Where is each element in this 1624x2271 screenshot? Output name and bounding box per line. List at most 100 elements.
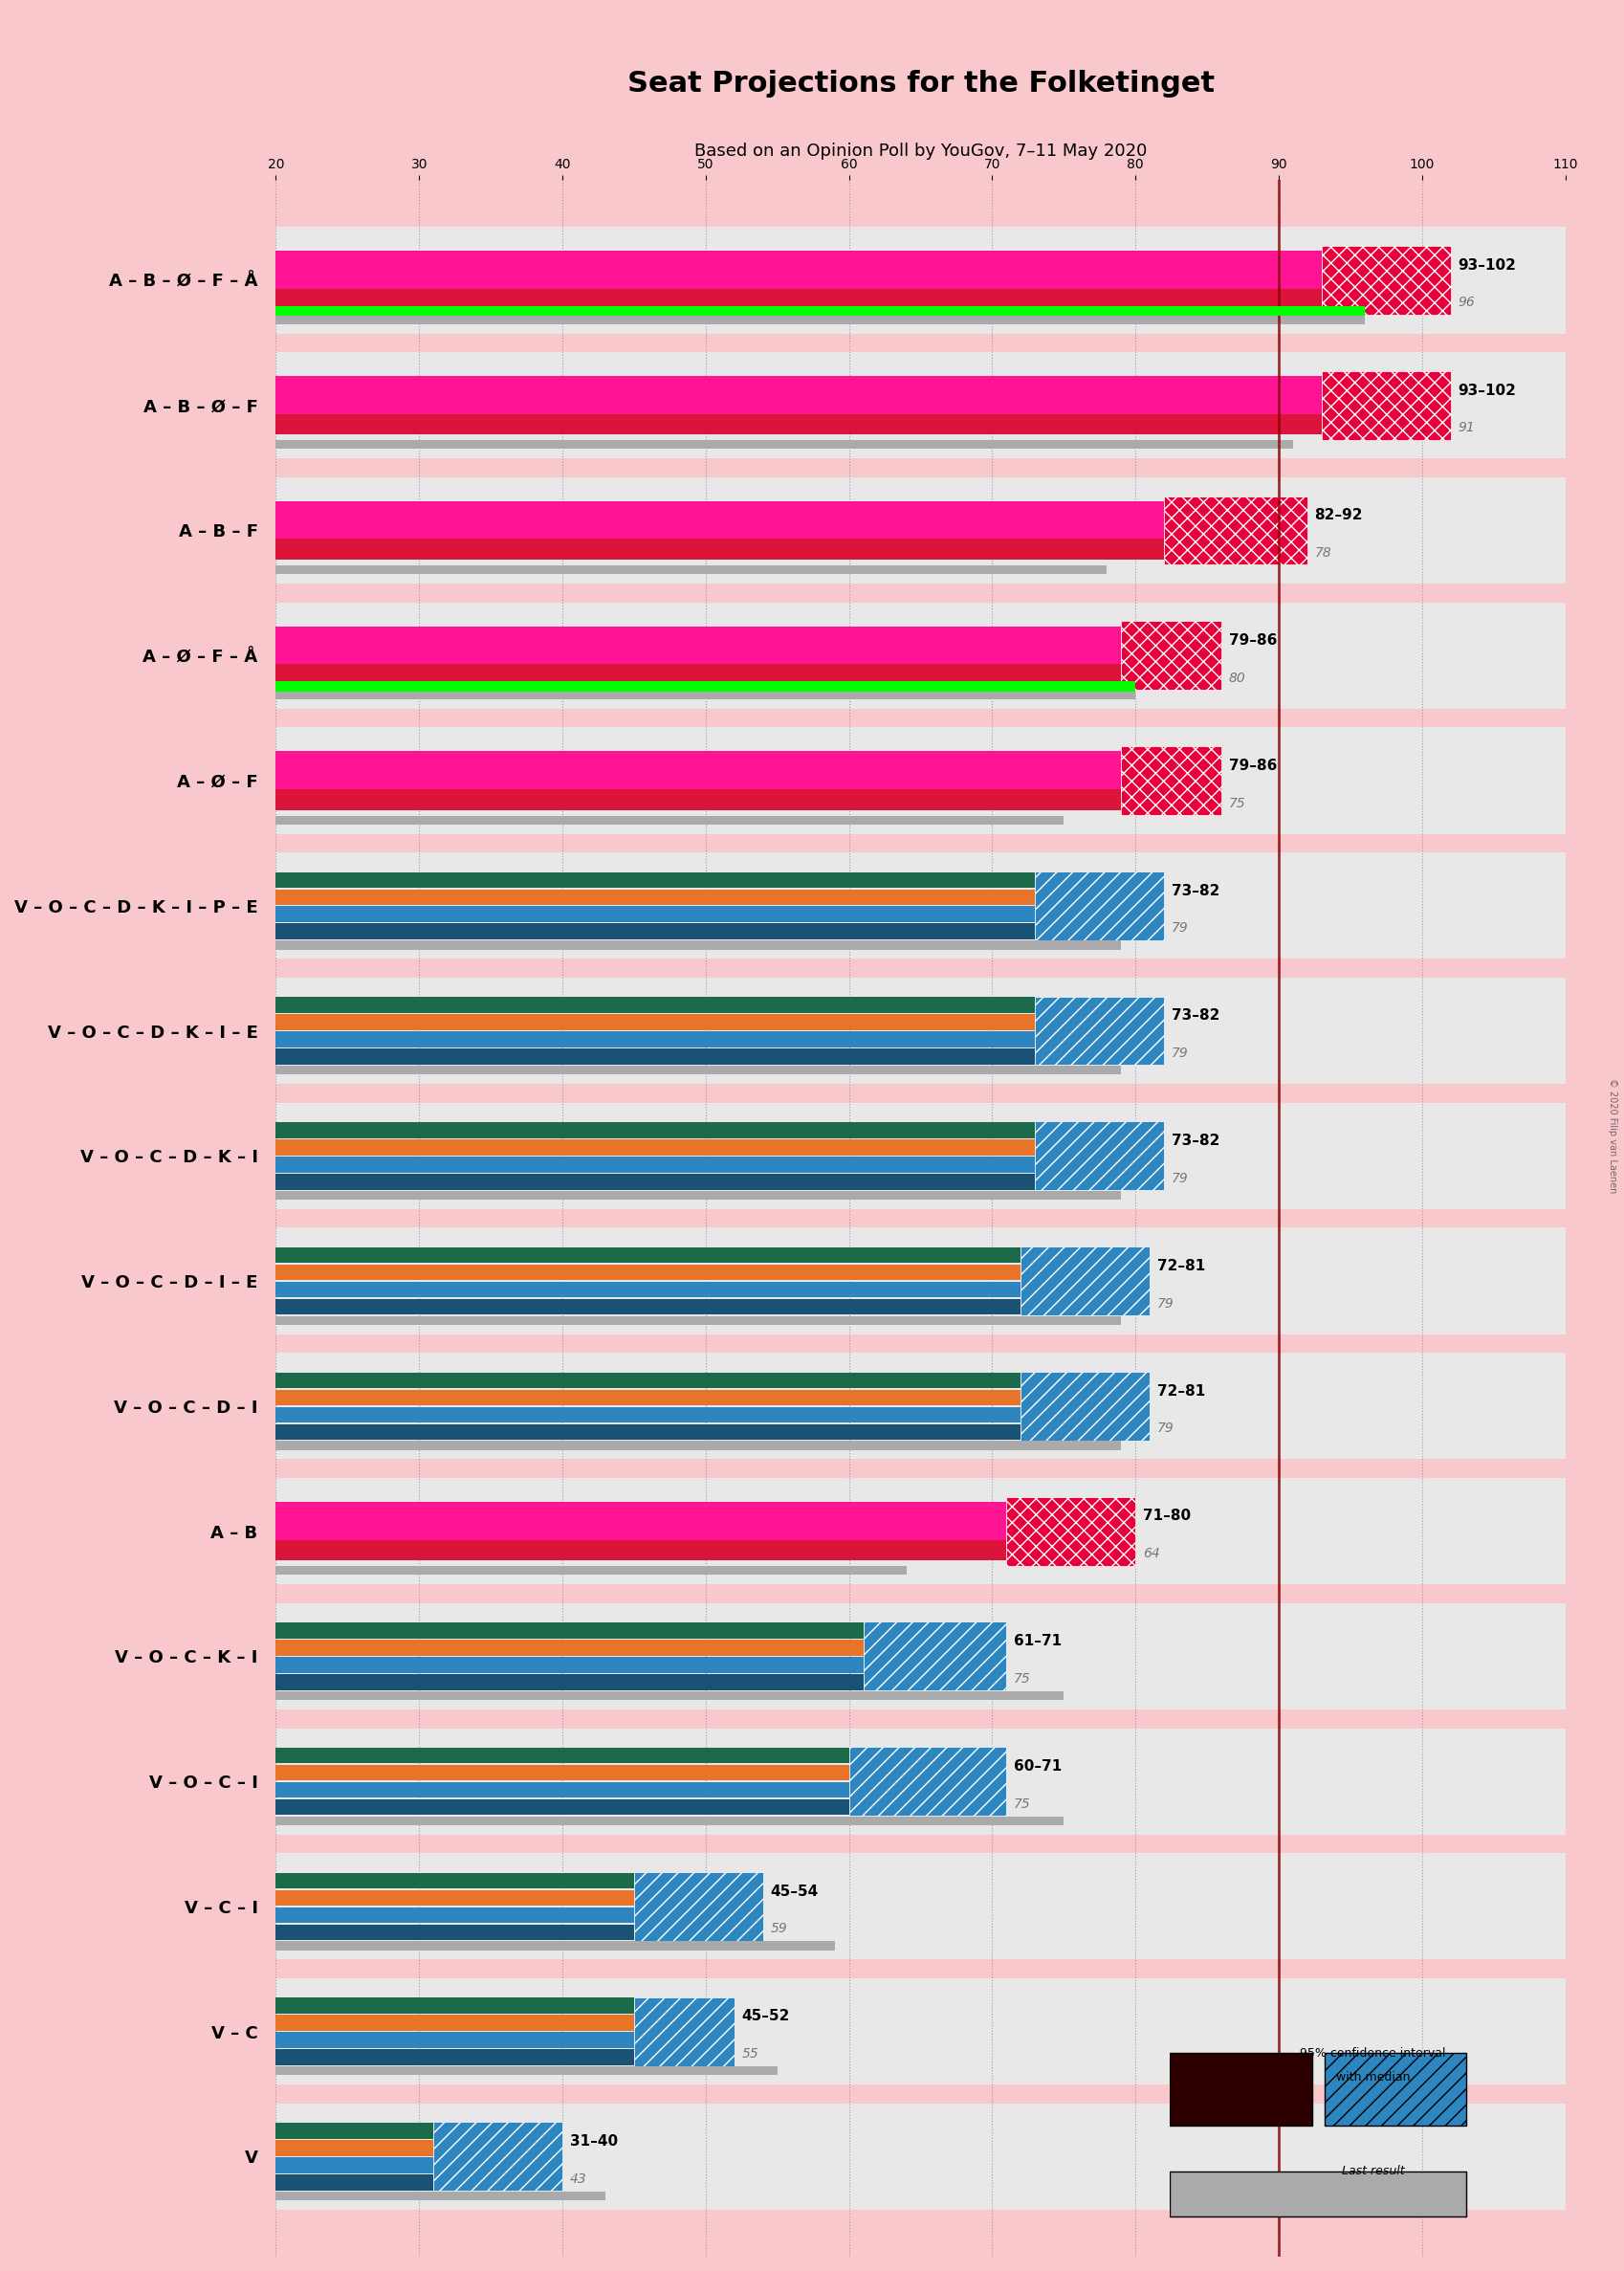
Bar: [276, 1924, 633, 1939]
Bar: [276, 1942, 835, 1951]
Bar: [276, 1603, 1564, 1710]
Bar: [276, 1621, 862, 1637]
Bar: [276, 1783, 848, 1799]
Text: 72–81: 72–81: [1156, 1383, 1205, 1399]
Bar: [276, 273, 1320, 309]
Bar: [276, 565, 1106, 575]
Bar: [276, 690, 1135, 699]
Bar: [276, 1299, 1020, 1315]
Bar: [276, 1424, 1020, 1440]
Text: 61–71: 61–71: [1013, 1635, 1060, 1649]
Bar: [276, 1390, 1020, 1406]
Bar: [276, 815, 1064, 824]
Bar: [276, 924, 1034, 940]
Bar: [276, 1799, 848, 1815]
Bar: [276, 1049, 1034, 1065]
Bar: [276, 1674, 862, 1690]
Bar: [1005, 1497, 1135, 1565]
Bar: [1034, 997, 1163, 1065]
Bar: [276, 977, 1564, 1083]
Text: 73–82: 73–82: [1171, 883, 1220, 897]
Bar: [276, 752, 1121, 790]
Text: 78: 78: [1314, 547, 1332, 559]
Bar: [1320, 370, 1450, 441]
Text: 79: 79: [1171, 922, 1187, 936]
Bar: [1121, 620, 1221, 690]
Text: 75: 75: [1013, 1796, 1030, 1810]
Bar: [276, 1265, 1020, 1281]
Bar: [276, 627, 1121, 663]
Bar: [276, 772, 1121, 811]
Bar: [276, 2067, 776, 2076]
Text: 43: 43: [570, 2173, 586, 2185]
Text: 45–54: 45–54: [770, 1885, 818, 1899]
Bar: [276, 2014, 633, 2030]
Text: 96: 96: [1457, 295, 1475, 309]
Bar: [276, 1728, 1564, 1835]
Bar: [276, 1281, 1020, 1297]
Bar: [276, 2048, 633, 2064]
Bar: [1020, 1372, 1150, 1440]
Text: 73–82: 73–82: [1171, 1008, 1220, 1022]
Bar: [276, 1567, 906, 1574]
Text: 79: 79: [1156, 1422, 1174, 1435]
Bar: [276, 602, 1564, 709]
Bar: [276, 647, 1121, 686]
Bar: [276, 2157, 434, 2173]
Bar: [276, 890, 1034, 906]
Text: Seat Projections for the Folketinget: Seat Projections for the Folketinget: [627, 70, 1213, 98]
Text: 31–40: 31–40: [570, 2135, 617, 2148]
Bar: [276, 1853, 1564, 1960]
Bar: [276, 1315, 1121, 1324]
Text: 79–86: 79–86: [1228, 759, 1276, 772]
Text: 60–71: 60–71: [1013, 1760, 1060, 1774]
Bar: [276, 1522, 1005, 1560]
Text: 79: 79: [1156, 1297, 1174, 1310]
Bar: [1169, 2171, 1466, 2216]
Bar: [276, 522, 1163, 559]
Bar: [1169, 2053, 1311, 2126]
Bar: [276, 1354, 1564, 1460]
Bar: [276, 2173, 434, 2189]
Bar: [276, 1998, 633, 2014]
Bar: [276, 1501, 1005, 1540]
Bar: [276, 940, 1121, 949]
Bar: [276, 1190, 1121, 1199]
Text: 93–102: 93–102: [1457, 259, 1515, 273]
Bar: [1020, 1247, 1150, 1315]
Bar: [276, 252, 1320, 288]
Bar: [276, 227, 1564, 334]
Bar: [276, 1640, 862, 1656]
Text: 80: 80: [1228, 672, 1246, 686]
Bar: [276, 906, 1034, 922]
Bar: [276, 1908, 633, 1924]
Text: 82–92: 82–92: [1314, 509, 1363, 522]
Text: 64: 64: [1142, 1547, 1160, 1560]
Bar: [276, 441, 1293, 450]
Bar: [276, 377, 1320, 413]
Bar: [276, 852, 1564, 958]
Bar: [276, 1442, 1121, 1449]
Bar: [633, 1996, 734, 2067]
Bar: [276, 1140, 1034, 1156]
Text: 79–86: 79–86: [1228, 634, 1276, 647]
Bar: [633, 1871, 763, 1942]
Text: 91: 91: [1457, 420, 1475, 434]
Text: 55: 55: [741, 2048, 758, 2060]
Text: 59: 59: [770, 1921, 786, 1935]
Bar: [276, 1478, 1564, 1585]
Text: Based on an Opinion Poll by YouGov, 7–11 May 2020: Based on an Opinion Poll by YouGov, 7–11…: [693, 143, 1147, 159]
Bar: [276, 1692, 1064, 1701]
Bar: [276, 2033, 633, 2048]
Text: 79: 79: [1171, 1172, 1187, 1185]
Bar: [276, 1247, 1020, 1263]
Bar: [276, 1122, 1034, 1138]
Text: 75: 75: [1013, 1671, 1030, 1685]
Bar: [276, 997, 1034, 1013]
Bar: [276, 1889, 633, 1905]
Bar: [276, 1749, 848, 1762]
Text: 71–80: 71–80: [1142, 1508, 1190, 1524]
Bar: [848, 1746, 1005, 1817]
Bar: [276, 2192, 606, 2201]
Text: © 2020 Filip van Laenen: © 2020 Filip van Laenen: [1606, 1079, 1616, 1192]
